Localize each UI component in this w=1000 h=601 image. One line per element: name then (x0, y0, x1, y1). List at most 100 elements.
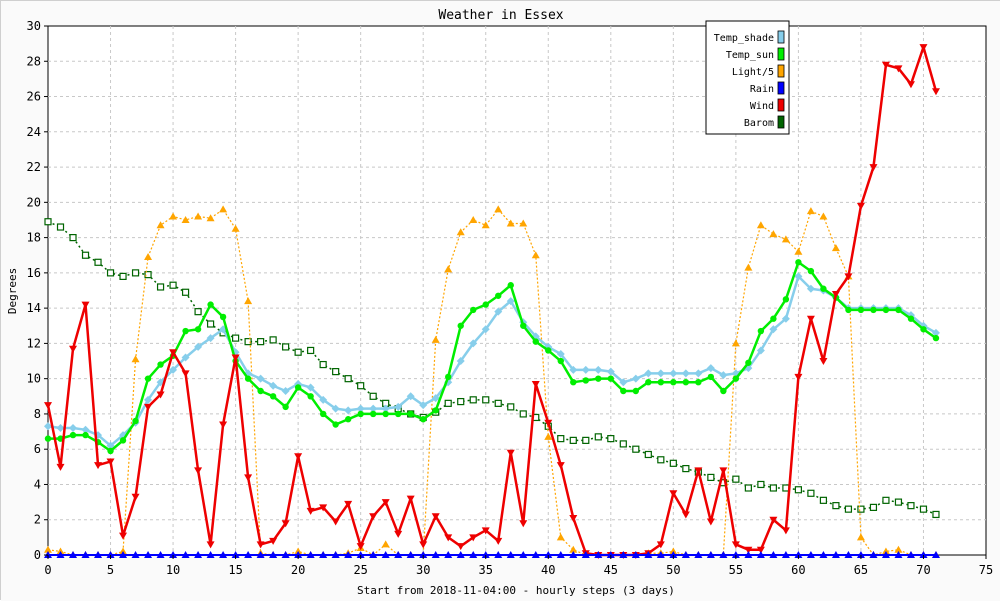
data-point-barom (357, 382, 365, 390)
data-point-light-5 (756, 221, 765, 229)
x-tick-label: 50 (666, 563, 680, 577)
data-point-rain (444, 551, 453, 558)
data-point-rain (56, 551, 65, 558)
data-point-temp-shade (756, 346, 765, 355)
data-point-rain (69, 551, 78, 558)
x-tick-label: 20 (291, 563, 305, 577)
data-point-rain (419, 551, 428, 558)
data-point-temp-shade (656, 369, 665, 378)
data-point-rain (219, 551, 228, 558)
data-point-rain (119, 551, 128, 558)
x-tick-label: 10 (166, 563, 180, 577)
data-point-light-5 (544, 432, 553, 440)
y-tick-label: 24 (27, 125, 41, 139)
data-point-wind (681, 511, 690, 519)
data-point-wind (231, 354, 240, 362)
data-point-wind (444, 534, 453, 542)
data-point-barom (882, 496, 890, 504)
data-point-temp-sun (382, 410, 389, 418)
data-point-wind (831, 291, 840, 299)
data-point-wind (719, 467, 728, 475)
data-point-temp-sun (107, 447, 114, 455)
data-point-barom (507, 403, 515, 411)
data-point-light-5 (731, 339, 740, 347)
data-point-barom (844, 505, 853, 513)
data-point-light-5 (219, 205, 228, 213)
x-tick-label: 45 (604, 563, 618, 577)
data-point-rain (106, 551, 115, 558)
data-point-wind (181, 370, 190, 378)
data-point-rain (94, 551, 103, 558)
data-point-rain (869, 551, 878, 558)
y-tick-label: 10 (27, 372, 41, 386)
data-point-wind (119, 532, 128, 540)
data-point-rain (694, 551, 703, 558)
data-point-light-5 (444, 265, 453, 273)
data-point-wind (431, 513, 440, 521)
legend-label-temp-shade: Temp_shade (714, 33, 774, 44)
data-point-barom (194, 308, 202, 316)
data-point-barom (582, 436, 590, 444)
data-point-wind (544, 419, 553, 427)
y-tick-label: 4 (34, 477, 41, 491)
data-point-barom (807, 489, 815, 497)
data-point-temp-sun (757, 327, 765, 335)
data-point-barom (857, 505, 865, 513)
data-point-barom (369, 392, 377, 400)
data-point-light-5 (294, 547, 303, 555)
data-point-temp-sun (482, 301, 489, 308)
data-point-temp-shade (144, 395, 153, 404)
data-point-barom (744, 484, 752, 492)
data-point-rain (519, 551, 528, 558)
data-point-wind (106, 458, 115, 466)
data-point-temp-shade (306, 383, 315, 392)
data-point-barom (794, 486, 803, 494)
data-point-barom (644, 450, 652, 459)
data-point-rain (356, 551, 365, 558)
data-point-temp-sun (495, 292, 502, 299)
data-point-barom (607, 435, 615, 443)
data-point-temp-sun (670, 378, 677, 386)
data-point-barom (482, 396, 490, 404)
data-point-temp-shade (469, 339, 478, 348)
data-point-wind (331, 518, 340, 526)
y-tick-label: 6 (34, 442, 41, 456)
data-point-rain (831, 551, 840, 558)
data-point-temp-shade (394, 402, 403, 411)
plot-area (47, 25, 987, 556)
data-point-light-5 (244, 297, 253, 305)
data-point-light-5 (794, 247, 803, 255)
data-point-temp-shade (406, 392, 415, 401)
data-point-temp-shade (331, 404, 340, 413)
data-point-temp-shade (806, 284, 815, 293)
data-point-wind (694, 467, 703, 475)
data-point-barom (344, 375, 352, 383)
data-point-barom (257, 338, 265, 346)
data-point-temp-sun (307, 393, 314, 400)
data-point-temp-shade (619, 378, 628, 387)
data-point-barom (156, 283, 165, 291)
data-point-temp-sun (269, 393, 277, 400)
legend-swatch-temp-shade (777, 30, 785, 44)
data-point-barom (244, 338, 252, 346)
data-point-rain (156, 551, 165, 558)
data-point-light-5 (194, 212, 203, 220)
data-point-wind (94, 462, 103, 470)
data-point-temp-shade (356, 404, 365, 413)
data-point-wind (69, 345, 78, 353)
data-point-temp-sun (457, 322, 464, 329)
axes (44, 25, 987, 559)
data-point-temp-shade (419, 401, 428, 410)
data-point-temp-sun (157, 361, 164, 368)
data-point-barom (569, 436, 577, 444)
data-point-wind (244, 474, 253, 482)
data-point-rain (719, 551, 728, 558)
data-point-barom (619, 440, 627, 448)
x-tick-label: 40 (541, 563, 555, 577)
data-point-wind (731, 541, 740, 549)
data-point-wind (269, 537, 278, 545)
data-point-temp-sun (882, 306, 890, 314)
data-point-rain (544, 551, 553, 558)
data-point-temp-shade (506, 297, 515, 306)
data-point-wind (781, 527, 790, 535)
